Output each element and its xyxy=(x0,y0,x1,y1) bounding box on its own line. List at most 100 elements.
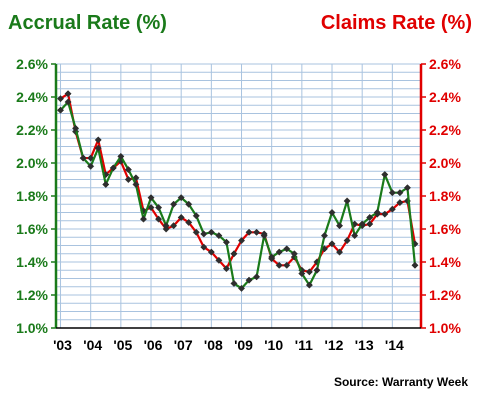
x-tick-label: '06 xyxy=(144,337,163,353)
accrual-point xyxy=(396,189,404,197)
left-tick-label: 1.2% xyxy=(16,287,48,303)
accrual-point xyxy=(79,154,87,162)
left-tick-label: 2.0% xyxy=(16,155,48,171)
accrual-point xyxy=(87,162,95,170)
claims-point xyxy=(343,236,351,245)
accrual-point xyxy=(72,124,80,132)
x-tick-label: '09 xyxy=(234,337,253,353)
accrual-point xyxy=(373,208,381,217)
claims-point xyxy=(185,218,193,226)
accrual-point xyxy=(132,180,140,189)
left-tick-label: 1.8% xyxy=(16,188,48,204)
claims-point xyxy=(94,136,102,144)
accrual-point xyxy=(155,203,163,212)
claims-point xyxy=(336,248,344,256)
claims-point xyxy=(275,261,283,269)
right-tick-label: 1.6% xyxy=(429,221,461,237)
claims-point xyxy=(222,265,230,273)
source-note: Source: Warranty Week xyxy=(333,375,468,389)
accrual-point xyxy=(411,261,419,269)
claims-point xyxy=(366,220,374,228)
claims-point xyxy=(124,175,132,184)
accrual-point xyxy=(253,273,261,281)
claims-point xyxy=(64,90,72,98)
accrual-point xyxy=(358,220,366,228)
claims-point xyxy=(328,240,336,248)
accrual-point xyxy=(230,279,238,288)
accrual-point xyxy=(305,281,313,289)
accrual-point xyxy=(366,213,374,222)
claims-point xyxy=(170,222,178,230)
right-tick-label: 2.2% xyxy=(429,122,461,138)
accrual-point xyxy=(222,238,230,246)
claims-point xyxy=(245,228,253,236)
left-tick-label: 1.6% xyxy=(16,221,48,237)
claims-point xyxy=(283,261,291,269)
claims-point xyxy=(215,256,223,264)
accrual-point xyxy=(185,200,193,208)
x-tick-label: '08 xyxy=(204,337,223,353)
claims-point xyxy=(155,215,163,223)
accrual-point xyxy=(388,189,396,197)
right-tick-label: 2.0% xyxy=(429,155,461,171)
series xyxy=(56,90,419,292)
x-tick-label: '10 xyxy=(264,337,283,353)
accrual-point xyxy=(283,245,291,253)
accrual-point xyxy=(56,106,65,114)
accrual-point xyxy=(117,152,125,160)
accrual-point xyxy=(124,166,132,174)
accrual-point xyxy=(162,222,170,230)
claims-point xyxy=(177,213,185,222)
right-tick-label: 1.4% xyxy=(429,254,461,270)
accrual-point xyxy=(215,232,223,240)
x-tick-label: '11 xyxy=(295,337,313,353)
accrual-point xyxy=(147,194,155,202)
grid xyxy=(56,63,421,329)
x-tick-label: '14 xyxy=(385,337,404,353)
claims-point xyxy=(388,205,396,213)
accrual-point xyxy=(275,248,283,256)
left-tick-label: 2.2% xyxy=(16,122,48,138)
accrual-point xyxy=(237,284,246,292)
accrual-point xyxy=(109,164,117,172)
left-axis-title: Accrual Rate (%) xyxy=(8,12,167,34)
claims-point xyxy=(253,228,261,236)
accrual-point xyxy=(260,232,268,240)
x-tick-label: '03 xyxy=(53,337,72,353)
claims-point xyxy=(230,250,238,258)
claims-point xyxy=(200,243,208,251)
x-tick-label: '12 xyxy=(325,337,344,353)
accrual-point xyxy=(139,215,148,223)
claims-point xyxy=(192,228,200,236)
accrual-point xyxy=(192,212,200,220)
right-tick-label: 1.0% xyxy=(429,320,461,336)
accrual-point xyxy=(320,232,329,240)
accrual-point xyxy=(177,194,185,202)
accrual-point xyxy=(268,253,276,261)
accrual-point xyxy=(245,276,253,284)
right-tick-label: 1.2% xyxy=(429,287,461,303)
left-tick-label: 2.6% xyxy=(16,56,48,72)
x-tick-label: '05 xyxy=(113,337,132,353)
right-tick-label: 2.4% xyxy=(429,89,461,105)
tick-labels: 1.0% 1.0% 1.2% 1.2% 1.4% 1.4% 1.6% 1.6% 1.8% 1.8%… xyxy=(16,56,461,353)
claims-point xyxy=(207,248,215,256)
left-tick-label: 2.4% xyxy=(16,89,48,105)
axes xyxy=(51,63,426,329)
x-tick-label: '04 xyxy=(83,337,102,353)
accrual-point xyxy=(298,269,306,278)
x-tick-label: '07 xyxy=(174,337,193,353)
accrual-series xyxy=(56,98,419,292)
accrual-point xyxy=(200,230,208,238)
accrual-point xyxy=(290,250,298,258)
claims-point xyxy=(305,268,313,276)
claims-point xyxy=(237,236,246,245)
accrual-point xyxy=(170,200,178,208)
accrual-point xyxy=(102,180,110,189)
accrual-point xyxy=(313,266,321,274)
x-tick-label: '13 xyxy=(355,337,374,353)
accrual-point xyxy=(207,228,215,236)
right-tick-label: 1.8% xyxy=(429,188,461,204)
accrual-point xyxy=(343,197,351,205)
